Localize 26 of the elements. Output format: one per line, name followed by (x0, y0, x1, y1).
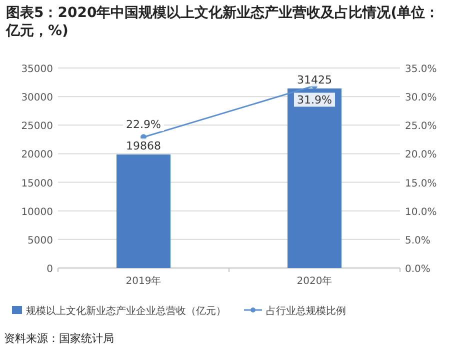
y2-tick-label: 5.0% (405, 235, 430, 246)
y-tick-label: 5000 (28, 235, 53, 246)
data-label: 22.9% (126, 118, 161, 132)
y-tick-label: 15000 (21, 178, 53, 190)
y-tick-label: 10000 (21, 206, 53, 218)
legend-label: 规模以上文化新业态产业企业总营收（亿元） (26, 305, 226, 317)
y-tick-label: 35000 (21, 64, 53, 75)
y2-tick-label: 15.0% (405, 178, 437, 190)
x-tick-label: 2020年 (296, 275, 332, 287)
y2-tick-label: 10.0% (405, 206, 437, 218)
y2-tick-label: 30.0% (405, 92, 437, 104)
data-label: 19868 (126, 139, 161, 152)
y2-tick-label: 25.0% (405, 121, 437, 132)
y2-tick-label: 20.0% (405, 150, 437, 161)
y2-tick-label: 0.0% (405, 264, 430, 275)
legend-label: 占行业总规模比例 (266, 305, 346, 317)
data-label: 31425 (297, 73, 332, 86)
y2-tick-label: 35.0% (405, 64, 437, 75)
chart-title: 图表5：2020年中国规模以上文化新业态产业营收及占比情况(单位：亿元，%) (6, 4, 440, 40)
text: 资料来源：国家统计局 (4, 331, 114, 346)
y-tick-label: 25000 (21, 121, 53, 132)
y-tick-label: 0 (46, 264, 53, 275)
x-tick-label: 2019年 (126, 275, 162, 287)
data-label: 31.9% (297, 94, 332, 107)
y-tick-label: 20000 (21, 150, 53, 161)
y-tick-label: 30000 (21, 92, 53, 104)
